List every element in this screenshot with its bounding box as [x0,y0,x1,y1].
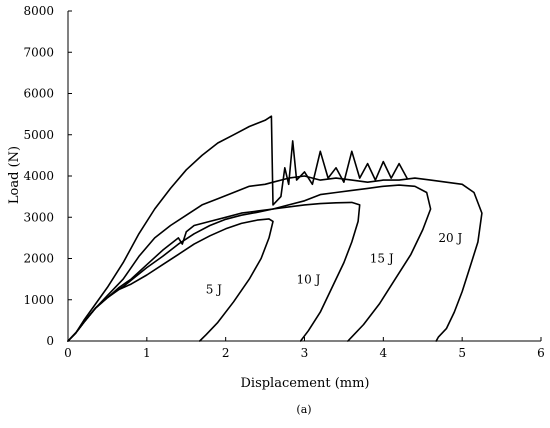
y-tick-label: 8000 [23,4,54,18]
y-tick-label: 6000 [23,87,54,101]
x-tick-label: 3 [301,346,309,360]
series-line-4 [67,175,483,342]
axes: 0 1 2 3 4 5 6 0 1000 2000 3000 4000 5000 6000 7000 8000 [23,4,544,360]
annotation-layer: 5 J 10 J 15 J 20 J [206,231,463,297]
y-tick-label: 4000 [23,169,54,183]
series-line-3 [67,184,432,342]
energy-label: 10 J [296,272,320,286]
y-axis-title: Load (N) [7,146,22,204]
energy-label: 15 J [370,252,394,266]
y-tick-label: 2000 [23,252,54,266]
energy-label: 20 J [438,231,462,245]
series-line-5 [67,115,408,342]
x-tick-label: 4 [380,346,388,360]
series-line-1 [67,218,274,342]
x-tick-label: 2 [222,346,230,360]
y-tick-label: 7000 [23,45,54,59]
figure-caption: (a) [296,403,311,416]
y-tick-label: 0 [46,334,54,348]
x-tick-label: 5 [458,346,466,360]
y-tick-label: 3000 [23,210,54,224]
y-tick-label: 1000 [23,293,54,307]
x-axis-title: Displacement (mm) [240,376,369,391]
y-tick-label: 5000 [23,128,54,142]
series-layer [67,115,483,342]
x-tick-label: 0 [64,346,72,360]
x-tick-label: 1 [143,346,151,360]
x-tick-label: 6 [537,346,545,360]
energy-label: 5 J [206,283,222,297]
